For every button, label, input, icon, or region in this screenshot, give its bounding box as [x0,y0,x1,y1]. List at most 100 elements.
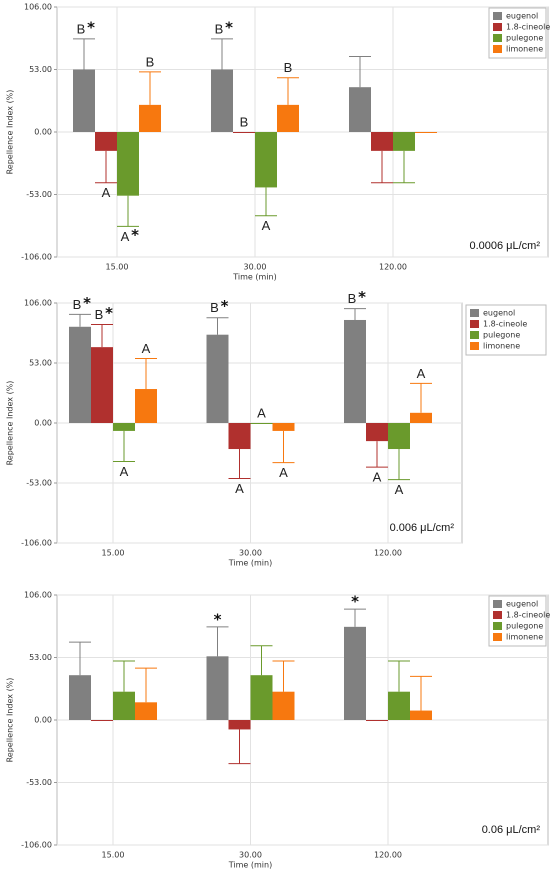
condition-label: 0.0006 μL/cm² [469,240,540,252]
significance-letter: B [77,21,86,36]
bar [388,691,410,720]
bar [349,87,371,132]
bar [69,675,91,720]
x-tick-label: 15.00 [102,851,125,860]
legend-label: 1.8-cineole [506,611,550,620]
legend-swatch [493,45,502,53]
bar [371,132,393,151]
significance-star: * [358,288,366,306]
significance-letter: B [348,291,357,306]
bar [228,720,251,730]
legend-swatch [470,309,479,317]
y-tick-label: 53.00 [29,65,52,74]
y-tick-label: -106.00 [21,539,52,548]
x-axis-label: Time (min) [232,273,276,282]
bar [366,720,388,721]
significance-letter: B [215,21,224,36]
bar [233,132,255,133]
legend-label: pulegone [506,34,543,43]
bar [344,319,366,423]
legend-swatch [470,331,479,339]
bar [91,347,113,423]
legend-swatch [493,12,502,20]
condition-label: 0.006 μL/cm² [390,522,455,534]
significance-letter: A [395,482,404,497]
legend-swatch [493,611,502,619]
legend-label: pulegone [506,622,543,631]
significance-letter: B [240,114,249,129]
y-tick-label: -53.00 [26,479,52,488]
bar [272,691,295,720]
significance-letter: A [235,481,244,496]
significance-letter: A [102,185,111,200]
y-tick-label: 53.00 [29,653,52,662]
x-tick-label: 30.00 [239,549,262,558]
legend-swatch [470,320,479,328]
bar [393,132,415,151]
y-tick-label: -53.00 [26,190,52,199]
significance-star: * [221,297,229,315]
legend-label: eugenol [506,12,538,21]
y-axis-label: Repellence Index (%) [6,678,15,763]
x-axis-label: Time (min) [228,559,272,568]
legend-label: pulegone [483,331,520,340]
y-axis-label: Repellence Index (%) [6,90,15,175]
legend-label: limonene [483,342,520,351]
significance-letter: A [257,405,266,420]
bar [250,423,273,424]
x-axis-label: Time (min) [228,861,272,870]
bar [91,720,113,721]
bar [69,326,91,423]
x-tick-label: 30.00 [244,263,267,272]
condition-label: 0.06 μL/cm² [482,824,541,836]
y-tick-label: 53.00 [29,359,52,368]
bar [139,104,161,132]
bar [113,691,135,720]
legend-label: 1.8-cineole [506,23,550,32]
significance-letter: A [262,218,271,233]
significance-letter: B [146,54,155,69]
bar [388,423,410,450]
x-tick-label: 30.00 [239,851,262,860]
bar [113,423,135,431]
bar [73,69,95,132]
y-axis-label: Repellence Index (%) [6,381,15,466]
x-tick-label: 120.00 [374,549,402,558]
y-tick-label: -106.00 [21,253,52,262]
bar [366,423,388,442]
bar [135,389,157,423]
bar [415,132,437,133]
y-tick-label: -53.00 [26,778,52,787]
legend-label: eugenol [506,600,538,609]
significance-letter: A [279,465,288,480]
legend-label: limonene [506,45,543,54]
bar [117,132,139,196]
significance-star: * [225,18,233,36]
legend-label: eugenol [483,309,515,318]
significance-letter: A [373,470,382,485]
y-tick-label: 106.00 [24,591,52,600]
significance-letter: B [210,300,219,315]
y-tick-label: 0.00 [34,716,52,725]
x-tick-label: 15.00 [102,549,125,558]
significance-star: * [87,18,95,36]
x-tick-label: 120.00 [379,263,407,272]
significance-letter: B [73,297,82,312]
bar [344,626,366,720]
significance-letter: B [95,307,104,322]
bar [228,423,251,450]
legend-box [465,304,547,356]
bar [255,132,277,188]
significance-star: * [105,304,113,322]
legend-swatch [493,23,502,31]
legend-swatch [470,342,479,350]
bar [95,132,117,151]
bar [272,423,295,431]
x-tick-label: 120.00 [374,851,402,860]
significance-star: * [131,226,139,244]
significance-letter: A [121,229,130,244]
legend-swatch [493,34,502,42]
bar [211,69,233,132]
significance-star: * [351,593,359,611]
bar [277,104,299,132]
